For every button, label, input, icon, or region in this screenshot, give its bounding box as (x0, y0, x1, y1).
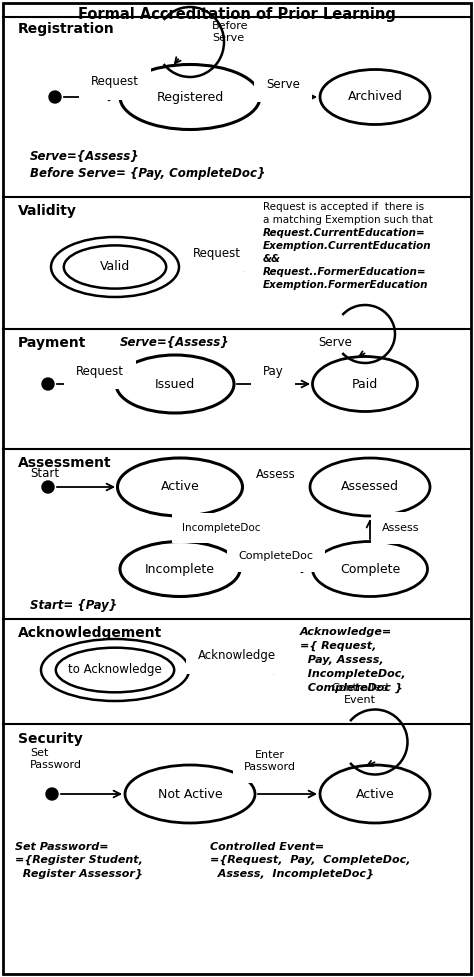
Text: Security: Security (18, 732, 83, 746)
Text: Serve: Serve (318, 336, 352, 349)
Ellipse shape (41, 639, 189, 701)
Ellipse shape (120, 64, 260, 130)
Text: Incomplete: Incomplete (145, 563, 215, 575)
Text: Exemption.FormerEducation: Exemption.FormerEducation (263, 280, 428, 290)
Text: Request is accepted if  there is: Request is accepted if there is (263, 202, 424, 212)
Text: Acknowledge: Acknowledge (198, 650, 276, 662)
Text: Not Active: Not Active (158, 787, 222, 800)
Ellipse shape (310, 458, 430, 516)
Text: &&: && (263, 254, 281, 264)
Text: Assess: Assess (382, 523, 419, 533)
Text: Start= {Pay}: Start= {Pay} (30, 599, 117, 612)
Text: Valid: Valid (100, 261, 130, 274)
Ellipse shape (320, 69, 430, 124)
Circle shape (42, 481, 54, 493)
Ellipse shape (312, 357, 418, 411)
Text: Archived: Archived (347, 91, 402, 104)
Text: Registered: Registered (156, 91, 224, 104)
Text: Before
Serve: Before Serve (212, 21, 248, 43)
Ellipse shape (312, 541, 428, 597)
Circle shape (46, 788, 58, 800)
Text: IncompleteDoc: IncompleteDoc (182, 523, 261, 533)
Text: Validity: Validity (18, 204, 77, 218)
Text: Set
Password: Set Password (30, 748, 82, 770)
Text: Acknowledge=: Acknowledge= (300, 627, 392, 637)
Text: ={ Request,: ={ Request, (300, 641, 376, 652)
Circle shape (42, 378, 54, 390)
Ellipse shape (320, 765, 430, 823)
Text: Pay: Pay (263, 364, 283, 377)
Ellipse shape (116, 355, 234, 413)
Text: Request.CurrentEducation=: Request.CurrentEducation= (263, 228, 426, 238)
Text: Acknowledgement: Acknowledgement (18, 626, 162, 640)
Text: Serve={Assess}: Serve={Assess} (30, 150, 140, 163)
Ellipse shape (51, 237, 179, 297)
Text: Active: Active (161, 481, 200, 493)
Text: Controlled Event=
={Request,  Pay,  CompleteDoc,
  Assess,  IncompleteDoc}: Controlled Event= ={Request, Pay, Comple… (210, 842, 410, 879)
Text: Complete: Complete (340, 563, 400, 575)
Ellipse shape (125, 765, 255, 823)
Text: Payment: Payment (18, 336, 86, 350)
Text: Before Serve= {Pay, CompleteDoc}: Before Serve= {Pay, CompleteDoc} (30, 167, 265, 181)
Text: Pay, Assess,: Pay, Assess, (300, 655, 383, 665)
Text: to Acknowledge: to Acknowledge (68, 663, 162, 676)
Text: a matching Exemption such that: a matching Exemption such that (263, 215, 433, 225)
Text: Paid: Paid (352, 377, 378, 391)
Text: CompleteDoc }: CompleteDoc } (300, 683, 402, 694)
Ellipse shape (64, 245, 166, 288)
Text: Registration: Registration (18, 22, 115, 36)
Text: Formal Accreditation of Prior Learning: Formal Accreditation of Prior Learning (78, 7, 396, 21)
Text: Assessed: Assessed (341, 481, 399, 493)
Circle shape (49, 91, 61, 103)
Text: Request: Request (76, 364, 124, 377)
Text: Issued: Issued (155, 377, 195, 391)
Text: Serve={Assess}: Serve={Assess} (120, 336, 230, 349)
Text: Assess: Assess (256, 468, 296, 481)
Text: Set Password=
={Register Student,
  Register Assessor}: Set Password= ={Register Student, Regist… (15, 842, 143, 879)
Text: Controlled
Event: Controlled Event (331, 683, 389, 705)
Text: IncompleteDoc,: IncompleteDoc, (300, 669, 406, 679)
Text: Start: Start (30, 467, 59, 480)
Text: Assessment: Assessment (18, 456, 111, 470)
Ellipse shape (118, 458, 243, 516)
Text: Enter
Password: Enter Password (244, 750, 296, 772)
Text: CompleteDoc: CompleteDoc (238, 551, 313, 561)
Text: Request..FormerEducation=: Request..FormerEducation= (263, 267, 427, 277)
Ellipse shape (56, 648, 174, 693)
Text: Active: Active (356, 787, 394, 800)
Text: Exemption.CurrentEducation: Exemption.CurrentEducation (263, 241, 432, 251)
FancyBboxPatch shape (3, 3, 471, 974)
Ellipse shape (120, 541, 240, 597)
Text: Request: Request (193, 246, 241, 260)
Text: Serve: Serve (266, 77, 300, 91)
Text: Request: Request (91, 75, 139, 89)
